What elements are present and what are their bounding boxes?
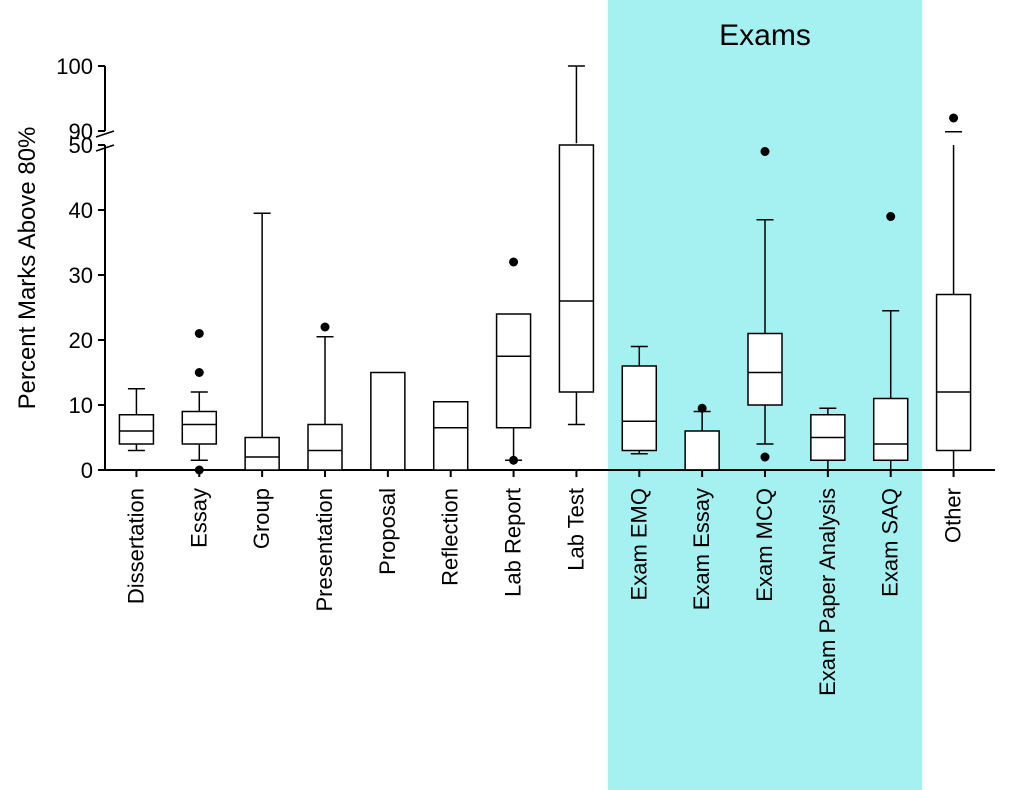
y-tick-label: 20	[69, 328, 93, 353]
boxplot	[559, 66, 593, 425]
category-label: Presentation	[312, 488, 337, 612]
boxplot	[937, 114, 971, 471]
category-label: Other	[941, 488, 966, 543]
outlier-point	[195, 368, 204, 377]
category-label: Group	[249, 488, 274, 549]
boxplot	[182, 329, 216, 475]
outlier-point	[761, 453, 770, 462]
boxplot	[497, 258, 531, 465]
category-label: Lab Test	[563, 488, 588, 571]
y-tick-label: 40	[69, 198, 93, 223]
outlier-point	[949, 114, 958, 123]
category-label: Exam Essay	[689, 488, 714, 610]
exams-region-label: Exams	[719, 19, 811, 52]
category-label: Dissertation	[123, 488, 148, 604]
category-label: Lab Report	[501, 488, 526, 597]
category-label: Essay	[186, 488, 211, 548]
outlier-point	[761, 147, 770, 156]
outlier-point	[698, 404, 707, 413]
outlier-point	[195, 466, 204, 475]
boxplot	[119, 389, 153, 451]
category-label: Exam Paper Analysis	[815, 488, 840, 696]
y-tick-label: 90	[69, 119, 93, 144]
y-tick-label: 30	[69, 263, 93, 288]
outlier-point	[509, 456, 518, 465]
y-tick-label: 100	[56, 54, 93, 79]
y-axis-label: Percent Marks Above 80%	[14, 127, 41, 410]
category-label: Proposal	[375, 488, 400, 575]
boxplot	[811, 408, 845, 470]
outlier-point	[886, 212, 895, 221]
category-label: Reflection	[438, 488, 463, 586]
boxplot	[434, 402, 468, 470]
y-tick-label: 10	[69, 393, 93, 418]
outlier-point	[509, 258, 518, 267]
category-label: Exam MCQ	[752, 488, 777, 602]
boxplot	[245, 213, 279, 470]
boxplot-chart: Exams0102030405090100Percent Marks Above…	[0, 0, 1024, 790]
outlier-point	[321, 323, 330, 332]
y-tick-label: 0	[81, 458, 93, 483]
category-label: Exam EMQ	[626, 488, 651, 600]
boxplot	[371, 373, 405, 471]
boxplot	[308, 323, 342, 471]
category-label: Exam SAQ	[878, 488, 903, 597]
outlier-point	[195, 329, 204, 338]
